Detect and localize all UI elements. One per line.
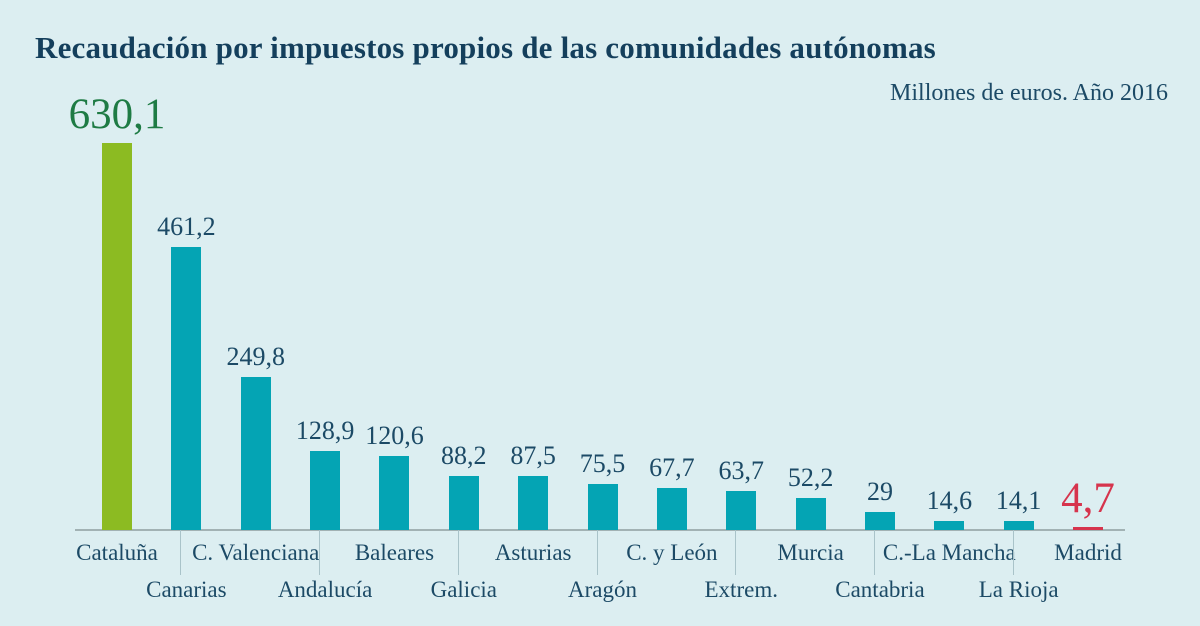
bar-8 <box>587 484 618 530</box>
label-divider <box>458 530 459 575</box>
bar-4 <box>310 451 341 530</box>
x-label-14: La Rioja <box>978 577 1059 602</box>
x-label-15: Madrid <box>1054 540 1122 565</box>
chart-title: Recaudación por impuestos propios de las… <box>35 30 936 65</box>
value-label-3: 249,8 <box>226 342 285 371</box>
value-label-4: 128,9 <box>295 416 355 445</box>
x-label-1: Cataluña <box>76 540 158 565</box>
label-divider <box>735 530 736 575</box>
value-label-8: 75,5 <box>579 449 626 478</box>
x-label-9: C. y León <box>626 540 718 565</box>
x-label-2: Canarias <box>146 577 227 602</box>
value-label-15: 4,7 <box>1061 475 1115 522</box>
label-divider <box>874 530 875 575</box>
value-label-11: 52,2 <box>787 463 834 492</box>
bar-5 <box>379 456 410 530</box>
x-label-13: C.-La Mancha <box>882 540 1016 565</box>
bar-10 <box>726 491 757 530</box>
bar-9 <box>656 488 687 530</box>
x-label-7: Asturias <box>494 540 572 565</box>
x-label-6: Galicia <box>430 577 497 602</box>
x-axis-line <box>75 529 1125 531</box>
label-divider <box>1013 530 1014 575</box>
value-label-5: 120,6 <box>365 421 424 450</box>
bar-1 <box>102 143 132 530</box>
x-label-4: Andalucía <box>277 577 373 602</box>
x-label-12: Cantabria <box>835 577 925 602</box>
bar-13 <box>934 521 965 530</box>
value-label-6: 88,2 <box>441 441 487 470</box>
bar-7 <box>518 476 549 530</box>
bar-3 <box>240 377 271 530</box>
value-label-12: 29 <box>866 477 893 506</box>
label-divider <box>180 530 181 575</box>
bar-14 <box>1003 521 1034 530</box>
value-label-14: 14,1 <box>995 486 1042 515</box>
label-divider <box>597 530 598 575</box>
value-label-9: 67,7 <box>649 453 695 482</box>
value-label-13: 14,6 <box>926 486 973 515</box>
value-label-10: 63,7 <box>718 456 764 485</box>
x-label-10: Extrem. <box>704 577 778 602</box>
bar-2 <box>171 247 202 530</box>
x-label-5: Baleares <box>354 540 435 565</box>
chart-subtitle: Millones de euros. Año 2016 <box>890 80 1168 106</box>
bar-12 <box>864 512 895 530</box>
x-label-8: Aragón <box>568 577 638 602</box>
bar-11 <box>795 498 826 530</box>
label-divider <box>319 530 320 575</box>
value-label-2: 461,2 <box>157 212 216 241</box>
x-label-11: Murcia <box>777 540 844 565</box>
bar-6 <box>448 476 479 530</box>
x-label-3: C. Valenciana <box>192 540 320 565</box>
bar-15 <box>1073 527 1104 530</box>
value-label-7: 87,5 <box>510 441 556 470</box>
value-label-1: 630,1 <box>68 91 166 138</box>
